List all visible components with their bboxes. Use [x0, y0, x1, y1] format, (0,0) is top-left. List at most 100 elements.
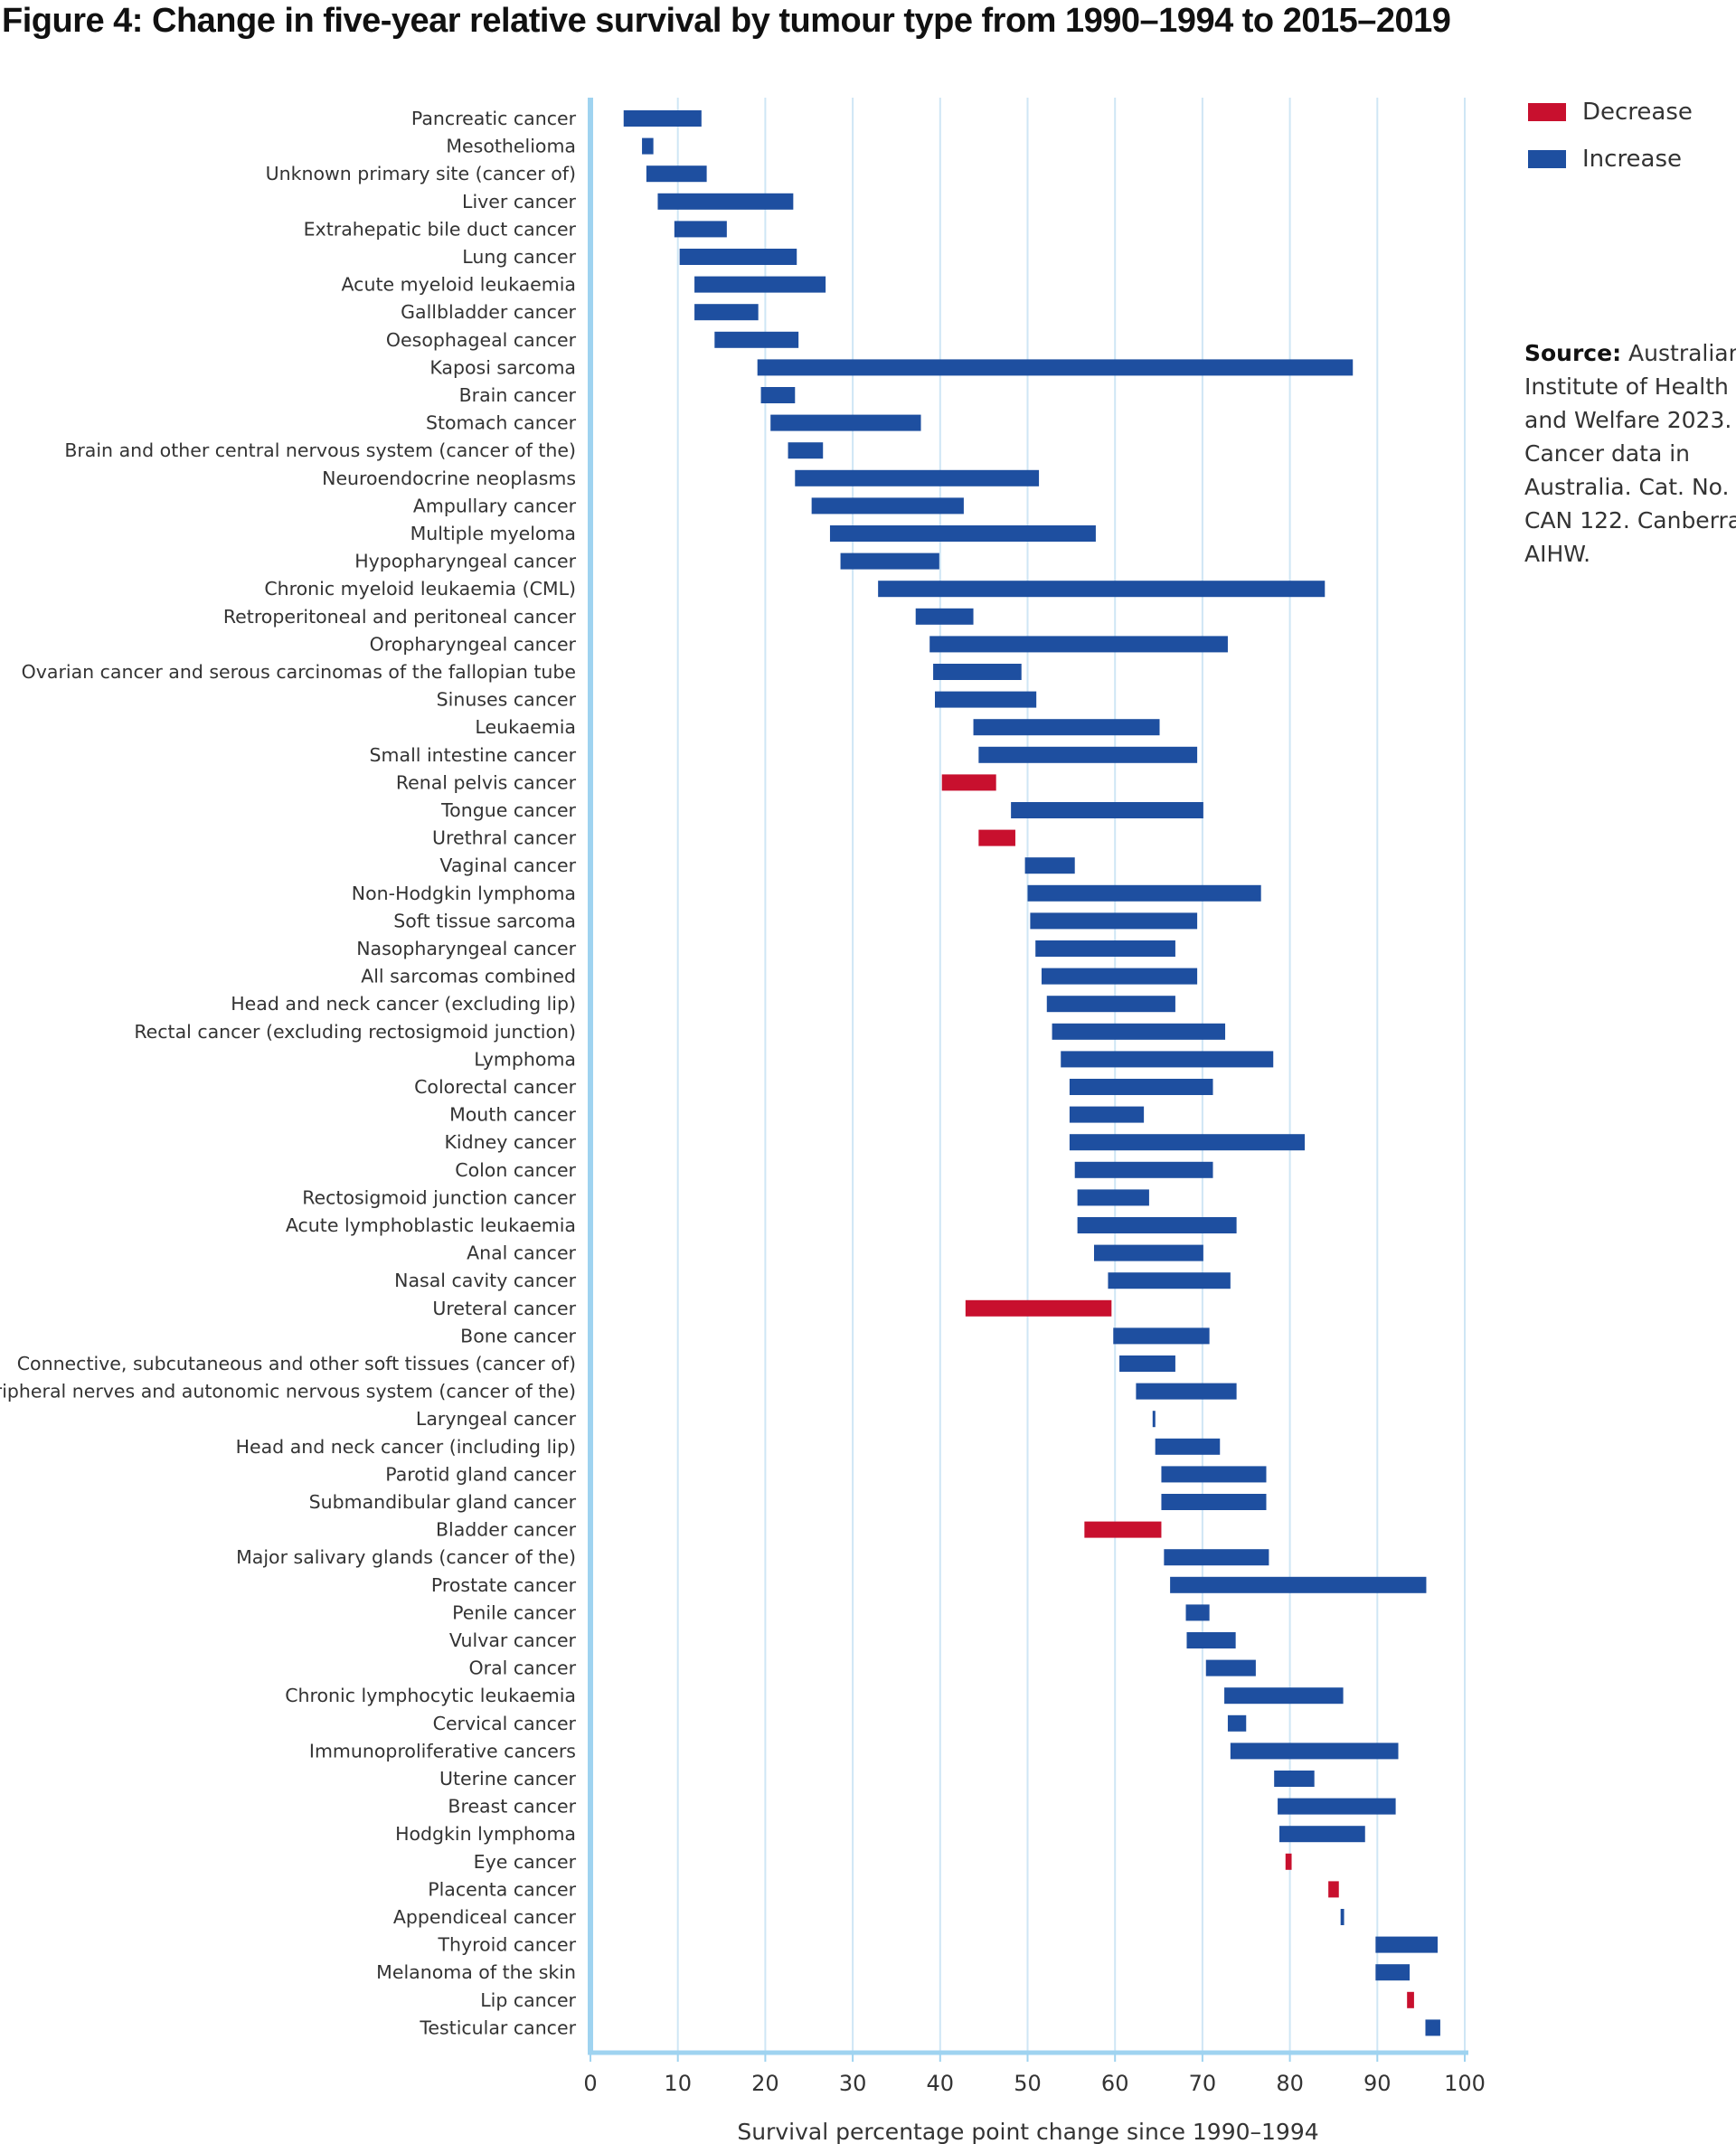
source-line: Australia. Cat. No.: [1524, 474, 1730, 500]
category-label: Head and neck cancer (excluding lip): [231, 993, 576, 1015]
category-label: Oesophageal cancer: [386, 329, 577, 351]
category-label: All sarcomas combined: [361, 966, 576, 987]
increase-bar: [1074, 1161, 1213, 1178]
category-label: Nasal cavity cancer: [394, 1270, 576, 1291]
increase-bar: [1061, 1051, 1274, 1068]
increase-bar: [646, 165, 707, 183]
increase-bar: [1152, 1411, 1156, 1428]
legend: Decrease Increase: [1528, 89, 1693, 183]
increase-bar: [1155, 1438, 1221, 1455]
increase-bar: [1041, 968, 1198, 985]
decrease-bar: [1285, 1853, 1292, 1870]
category-label: Thyroid cancer: [437, 1934, 576, 1956]
increase-bar: [1186, 1632, 1236, 1648]
increase-bar: [1027, 884, 1261, 902]
increase-bar: [1069, 1106, 1145, 1123]
category-label: Multiple myeloma: [410, 523, 576, 544]
category-label: Head and neck cancer (including lip): [236, 1436, 576, 1458]
increase-bar: [1230, 1743, 1399, 1760]
category-label: Bladder cancer: [436, 1519, 577, 1541]
increase-bar: [694, 304, 759, 321]
x-tick-label: 30: [839, 2071, 867, 2096]
category-label: Prostate cancer: [431, 1574, 577, 1596]
source-note: Source: Australian Institute of Health a…: [1524, 336, 1736, 571]
category-label: Urethral cancer: [432, 827, 577, 849]
category-label: Stomach cancer: [426, 412, 577, 434]
category-label: Kaposi sarcoma: [429, 356, 576, 378]
increase-bar: [1046, 996, 1175, 1013]
increase-bar: [1113, 1327, 1210, 1345]
increase-bar: [1108, 1272, 1231, 1289]
category-label: Rectal cancer (excluding rectosigmoid ju…: [134, 1021, 576, 1043]
increase-bar: [657, 193, 794, 210]
category-label: Renal pelvis cancer: [396, 771, 577, 793]
category-label: Lung cancer: [462, 246, 576, 268]
increase-bar: [1340, 1909, 1344, 1925]
increase-bar: [1011, 802, 1203, 818]
x-tick-label: 80: [1276, 2071, 1304, 2096]
category-label: Connective, subcutaneous and other soft …: [17, 1353, 576, 1374]
category-label: Ampullary cancer: [413, 495, 577, 516]
x-tick-label: 50: [1014, 2071, 1042, 2096]
increase-bar: [934, 691, 1037, 708]
category-label: Ovarian cancer and serous carcinomas of …: [22, 661, 576, 683]
decrease-bar: [978, 829, 1015, 846]
category-label: Immunoproliferative cancers: [309, 1740, 576, 1761]
category-label: Peripheral nerves and autonomic nervous …: [0, 1381, 576, 1403]
category-label: Tongue cancer: [440, 799, 576, 821]
decrease-bar: [1407, 1991, 1414, 2008]
category-label: Soft tissue sarcoma: [393, 910, 576, 931]
category-label: Oropharyngeal cancer: [370, 633, 577, 655]
source-line: and Welfare 2023.: [1524, 407, 1732, 433]
x-tick-label: 100: [1444, 2071, 1486, 2096]
category-label: Submandibular gland cancer: [309, 1491, 577, 1513]
category-label: Vulvar cancer: [449, 1629, 577, 1651]
increase-bar: [1274, 1771, 1315, 1787]
increase-bar: [829, 525, 1096, 542]
category-label: Appendiceal cancer: [393, 1906, 577, 1928]
increase-bar: [1077, 1189, 1149, 1206]
increase-bar: [679, 249, 797, 265]
increase-bar: [795, 469, 1040, 486]
increase-bar: [760, 387, 796, 403]
category-label: Mouth cancer: [449, 1104, 576, 1126]
increase-bar: [1185, 1604, 1210, 1621]
category-label: Laryngeal cancer: [416, 1408, 577, 1430]
category-label: Colorectal cancer: [414, 1076, 576, 1098]
x-axis-title: Survival percentage point change since 1…: [737, 2119, 1318, 2144]
increase-bar: [1164, 1549, 1269, 1566]
increase-bar: [1093, 1244, 1203, 1261]
source-label: Source:: [1524, 340, 1622, 366]
category-label: Vaginal cancer: [439, 855, 576, 876]
increase-bar: [1024, 857, 1075, 874]
category-label: Leukaemia: [475, 716, 576, 738]
increase-bar: [1161, 1494, 1267, 1510]
category-label: Hypopharyngeal cancer: [354, 551, 576, 572]
category-label: Breast cancer: [448, 1796, 576, 1818]
category-label: Gallbladder cancer: [401, 301, 576, 323]
increase-bar: [811, 497, 964, 515]
category-label: Testicular cancer: [419, 2016, 576, 2038]
decrease-bar: [965, 1299, 1112, 1317]
increase-bar: [973, 719, 1160, 736]
increase-bar: [674, 221, 727, 238]
increase-bar: [1161, 1466, 1267, 1483]
bars: [623, 110, 1440, 2036]
increase-bar: [757, 359, 1354, 376]
x-tick-label: 40: [927, 2071, 955, 2096]
category-label: Colon cancer: [455, 1159, 576, 1181]
decrease-bar: [941, 774, 996, 791]
category-label: Parotid gland cancer: [385, 1463, 576, 1485]
increase-bar: [840, 553, 939, 570]
source-line: AIHW.: [1524, 541, 1591, 567]
increase-bar: [1069, 1079, 1213, 1095]
x-tick-label: 70: [1189, 2071, 1217, 2096]
category-label: Mesothelioma: [446, 136, 576, 157]
increase-bar: [1227, 1714, 1247, 1732]
category-label: Retroperitoneal and peritoneal cancer: [223, 606, 577, 628]
increase-bar: [1077, 1217, 1237, 1233]
category-label: Sinuses cancer: [437, 689, 577, 711]
increase-bar: [933, 664, 1022, 680]
x-tick-label: 90: [1363, 2071, 1392, 2096]
